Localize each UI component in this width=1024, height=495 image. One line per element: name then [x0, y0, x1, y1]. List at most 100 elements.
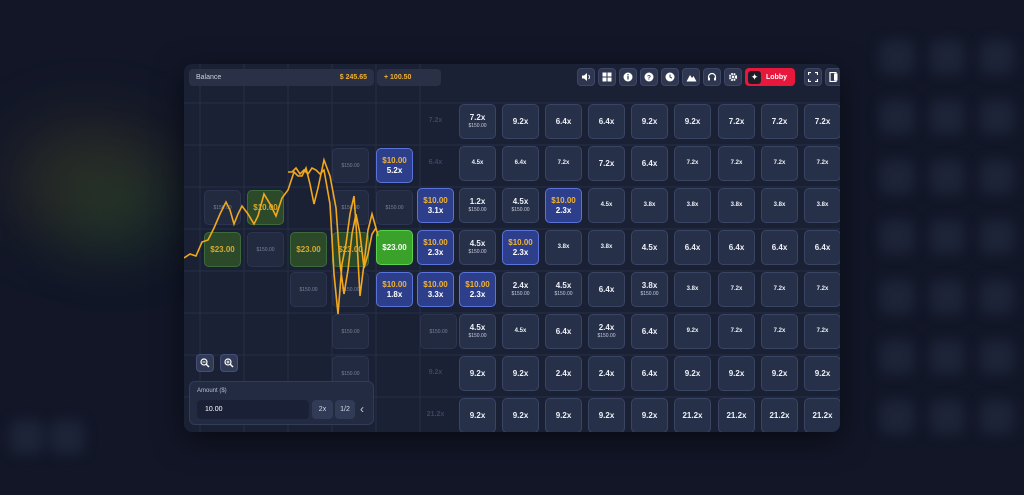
grid-cell[interactable]: 6.4x [631, 146, 668, 181]
grid-cell[interactable]: 9.2x [545, 398, 582, 432]
zoom-out-button[interactable] [196, 354, 214, 372]
grid-cell[interactable]: 7.2x [804, 104, 840, 139]
grid-cell[interactable]: 7.2x [804, 314, 840, 349]
grid-cell[interactable]: 21.2x [718, 398, 755, 432]
grid-cell[interactable]: 9.2x [674, 104, 711, 139]
grid-cell[interactable]: 3.8x [718, 188, 755, 223]
cell-stake: $150.00 [554, 291, 573, 298]
grid-cell[interactable]: 9.2x [718, 356, 755, 391]
grid-cell[interactable]: 21.2x [674, 398, 711, 432]
grid-cell[interactable]: 4.5x $150.00 [459, 230, 496, 265]
grid-cell[interactable]: 21.2x [804, 398, 840, 432]
bet-cell[interactable]: $10.00 5.2x [376, 148, 413, 183]
grid-cell[interactable]: 3.8x $150.00 [631, 272, 668, 307]
grid-cell[interactable]: 2.4x $150.00 [588, 314, 625, 349]
grid-cell[interactable]: 7.2x [588, 146, 625, 181]
grid-cell[interactable]: 9.2x [459, 356, 496, 391]
grid-cell[interactable]: 7.2x [718, 104, 755, 139]
grid-cell[interactable]: 4.5x $150.00 [545, 272, 582, 307]
grid-cell[interactable]: 9.2x [631, 398, 668, 432]
grid-cell[interactable]: 1.2x $150.00 [459, 188, 496, 223]
apps-icon[interactable] [598, 68, 616, 86]
grid-cell[interactable]: 6.4x [631, 356, 668, 391]
grid-cell[interactable]: 9.2x [502, 104, 539, 139]
grid-cell[interactable]: 9.2x [804, 356, 840, 391]
cell-multiplier: 2.4x [598, 368, 615, 378]
grid-cell[interactable]: 7.2x [761, 104, 798, 139]
chart-mountain-icon[interactable] [682, 68, 700, 86]
grid-cell[interactable]: 6.4x [718, 230, 755, 265]
bet-cell[interactable]: $10.00 2.3x [459, 272, 496, 307]
history-icon[interactable] [661, 68, 679, 86]
help-icon[interactable]: ? [640, 68, 658, 86]
bet-multiplier: 2.3x [427, 247, 444, 257]
grid-cell[interactable]: 9.2x [459, 398, 496, 432]
grid-cell[interactable]: 9.2x [502, 398, 539, 432]
grid-cell[interactable]: 6.4x [502, 146, 539, 181]
grid-cell[interactable]: 9.2x [588, 398, 625, 432]
grid-cell[interactable]: 3.8x [674, 188, 711, 223]
volume-icon[interactable] [577, 68, 595, 86]
grid-cell[interactable]: 3.8x [761, 188, 798, 223]
grid-cell[interactable]: 3.8x [804, 188, 840, 223]
half-amount-button[interactable]: 1/2 [335, 400, 355, 419]
grid-cell[interactable]: 9.2x [674, 314, 711, 349]
grid-cell[interactable]: 6.4x [545, 314, 582, 349]
grid-cell[interactable]: 7.2x [761, 314, 798, 349]
grid-cell[interactable]: 3.8x [545, 230, 582, 265]
past-cell: $150.00 [290, 272, 327, 307]
cell-multiplier: 7.2x [814, 116, 831, 126]
grid-cell[interactable]: 6.4x [674, 230, 711, 265]
grid-cell[interactable]: 6.4x [631, 314, 668, 349]
grid-cell[interactable]: 3.8x [631, 188, 668, 223]
exit-icon[interactable] [825, 68, 840, 86]
grid-cell[interactable]: 21.2x [761, 398, 798, 432]
grid-cell[interactable]: 9.2x [674, 356, 711, 391]
grid-cell[interactable]: 6.4x [588, 104, 625, 139]
bet-cell[interactable]: $10.00 2.3x [502, 230, 539, 265]
bet-cell[interactable]: $10.00 1.8x [376, 272, 413, 307]
grid-cell[interactable]: 7.2x [804, 272, 840, 307]
grid-cell[interactable]: 6.4x [761, 230, 798, 265]
grid-cell[interactable]: 7.2x [718, 314, 755, 349]
grid-cell[interactable]: 4.5x [631, 230, 668, 265]
grid-cell[interactable]: 3.8x [674, 272, 711, 307]
amount-input[interactable]: 10.00 [197, 400, 309, 419]
grid-cell[interactable]: 2.4x $150.00 [502, 272, 539, 307]
amount-label: Amount ($) [197, 388, 227, 394]
grid-cell[interactable]: 7.2x [761, 272, 798, 307]
grid-cell[interactable]: 6.4x [588, 272, 625, 307]
chevron-left-icon[interactable]: ‹ [360, 402, 364, 416]
grid-cell[interactable]: 4.5x [459, 146, 496, 181]
grid-cell[interactable]: 9.2x [631, 104, 668, 139]
grid-cell[interactable]: 7.2x [718, 146, 755, 181]
lobby-button[interactable]: ✦ Lobby [745, 68, 795, 86]
grid-cell[interactable]: 2.4x [588, 356, 625, 391]
grid-cell[interactable]: 7.2x [761, 146, 798, 181]
grid-cell[interactable]: 9.2x [502, 356, 539, 391]
gear-icon[interactable] [724, 68, 742, 86]
grid-cell[interactable]: 4.5x [502, 314, 539, 349]
grid-cell[interactable]: 7.2x [804, 146, 840, 181]
grid-cell[interactable]: 4.5x [588, 188, 625, 223]
headset-icon[interactable] [703, 68, 721, 86]
fullscreen-icon[interactable] [804, 68, 822, 86]
grid-cell[interactable]: 6.4x [545, 104, 582, 139]
cell-multiplier: 6.4x [428, 159, 443, 167]
info-icon[interactable] [619, 68, 637, 86]
grid-cell[interactable]: 7.2x [545, 146, 582, 181]
grid-cell[interactable]: 4.5x $150.00 [459, 314, 496, 349]
grid-cell[interactable]: 2.4x [545, 356, 582, 391]
grid-cell[interactable]: 7.2x [674, 146, 711, 181]
zoom-in-button[interactable] [220, 354, 238, 372]
grid-cell[interactable]: 4.5x $150.00 [502, 188, 539, 223]
double-amount-button[interactable]: 2x [312, 400, 333, 419]
bet-cell[interactable]: $10.00 2.3x [545, 188, 582, 223]
grid-cell[interactable]: 6.4x [804, 230, 840, 265]
grid-cell[interactable]: 3.8x [588, 230, 625, 265]
grid-cell[interactable]: 7.2x $150.00 [459, 104, 496, 139]
grid-cell[interactable]: 9.2x [761, 356, 798, 391]
game-window: Balance $ 245.65 + 100.50 ? ✦ Lobby [184, 64, 840, 432]
grid-cell[interactable]: 7.2x [718, 272, 755, 307]
past-cell: $23.00 [290, 232, 327, 267]
